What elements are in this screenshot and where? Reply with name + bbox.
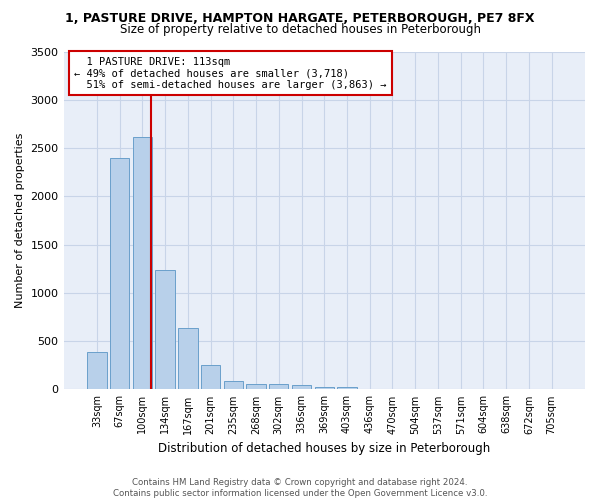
Text: 1 PASTURE DRIVE: 113sqm
← 49% of detached houses are smaller (3,718)
  51% of se: 1 PASTURE DRIVE: 113sqm ← 49% of detache… (74, 56, 386, 90)
Bar (269, 384, 289, 390)
Bar (201, 365, 220, 390)
X-axis label: Distribution of detached houses by size in Peterborough: Distribution of detached houses by size … (158, 442, 490, 455)
Bar (224, 380, 243, 390)
Bar (337, 388, 356, 390)
Bar (133, 138, 152, 390)
Bar (155, 270, 175, 390)
Bar (314, 386, 334, 390)
Text: 1, PASTURE DRIVE, HAMPTON HARGATE, PETERBOROUGH, PE7 8FX: 1, PASTURE DRIVE, HAMPTON HARGATE, PETER… (65, 12, 535, 26)
Bar (178, 328, 197, 390)
Text: Size of property relative to detached houses in Peterborough: Size of property relative to detached ho… (119, 22, 481, 36)
Bar (247, 384, 266, 390)
Y-axis label: Number of detached properties: Number of detached properties (15, 133, 25, 308)
Bar (292, 385, 311, 390)
Bar (87, 352, 107, 390)
Bar (110, 158, 130, 390)
Text: Contains HM Land Registry data © Crown copyright and database right 2024.
Contai: Contains HM Land Registry data © Crown c… (113, 478, 487, 498)
